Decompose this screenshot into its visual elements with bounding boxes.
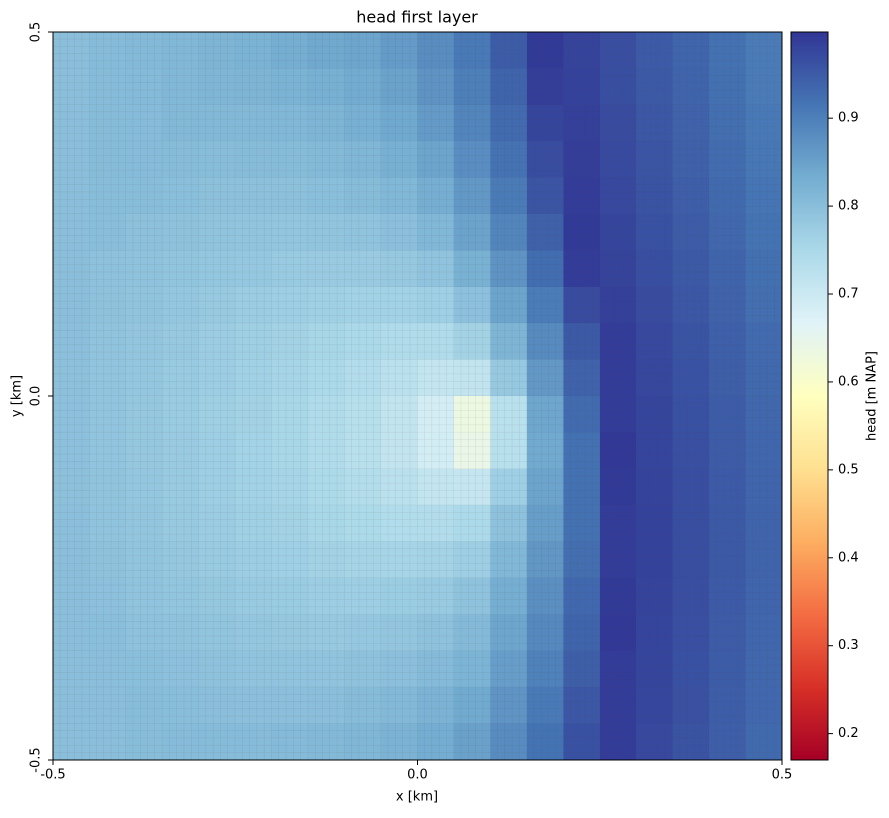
y-axis-label: y [km] — [10, 375, 25, 417]
x-tick-label: -0.5 — [40, 768, 65, 783]
colorbar-tick-label: 0.3 — [838, 638, 859, 653]
colorbar-label: head [m NAP] — [865, 351, 880, 441]
colorbar-tick-label: 0.2 — [838, 726, 859, 741]
colorbar-tick-label: 0.4 — [838, 550, 859, 565]
colorbar — [790, 31, 829, 761]
colorbar-tick-label: 0.7 — [838, 287, 859, 302]
x-tick-label: 0.0 — [407, 768, 428, 783]
chart-title: head first layer — [356, 8, 478, 27]
y-tick-label: -0.5 — [29, 747, 44, 772]
colorbar-tick-label: 0.6 — [838, 374, 859, 389]
colorbar-tick-label: 0.5 — [838, 462, 859, 477]
cell-grid — [53, 32, 782, 760]
x-axis-label: x [km] — [396, 790, 438, 805]
y-tick-label: 0.5 — [29, 22, 44, 43]
colorbar-tick-label: 0.9 — [838, 111, 859, 126]
x-tick-label: 0.5 — [772, 768, 793, 783]
y-tick-label: 0.0 — [29, 386, 44, 407]
colorbar-tick-label: 0.8 — [838, 199, 859, 214]
